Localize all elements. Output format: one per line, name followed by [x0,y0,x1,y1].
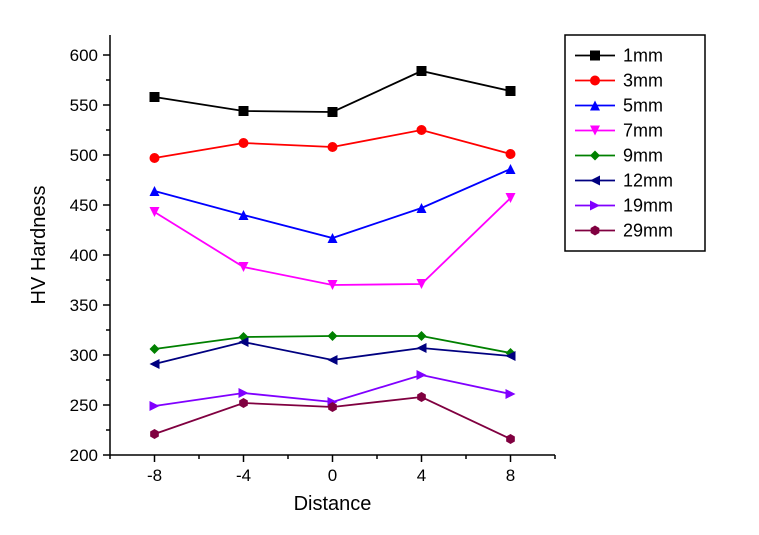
series-marker-3mm [239,138,249,148]
series-marker-9mm [417,331,427,341]
y-tick-label: 300 [70,346,98,365]
series-marker-1mm [506,86,516,96]
series-marker-19mm [506,389,516,399]
x-tick-label: -8 [147,466,162,485]
series-marker-9mm [150,344,160,354]
y-tick-label: 500 [70,146,98,165]
x-tick-label: 4 [417,466,426,485]
series-marker-12mm [417,343,427,353]
series-marker-12mm [328,355,338,365]
legend-label-29mm: 29mm [623,221,673,241]
legend-marker-3mm [590,76,600,86]
y-tick-label: 400 [70,246,98,265]
y-axis-title: HV Hardness [28,186,50,305]
x-axis-title: Distance [294,493,372,515]
hardness-chart: -8 -4 0 4 8 200 250 300 350 400 450 500 550 600 Distan… [0,0,759,535]
legend-label-9mm: 9mm [623,146,663,166]
legend-label-19mm: 19mm [623,196,673,216]
series-marker-3mm [506,149,516,159]
y-tick-label: 600 [70,46,98,65]
series-marker-29mm [239,398,248,408]
series-marker-1mm [328,107,338,117]
legend-label-7mm: 7mm [623,121,663,141]
series-marker-19mm [150,401,160,411]
series-marker-9mm [328,331,338,341]
series-marker-3mm [328,142,338,152]
y-tick-label: 450 [70,196,98,215]
series-marker-3mm [417,125,427,135]
series-marker-1mm [150,92,160,102]
series-marker-19mm [239,388,249,398]
series-marker-29mm [150,429,159,439]
series-marker-12mm [150,359,160,369]
legend-label-12mm: 12mm [623,171,673,191]
y-tick-label: 200 [70,446,98,465]
legend-label-5mm: 5mm [623,96,663,116]
legend-marker-1mm [590,51,600,61]
series-marker-5mm [150,186,160,196]
series-marker-5mm [506,164,516,174]
y-tick-label: 250 [70,396,98,415]
series-marker-29mm [506,434,515,444]
series-marker-29mm [417,392,426,402]
series-marker-5mm [417,203,427,213]
chart-svg: -8 -4 0 4 8 200 250 300 350 400 450 500 550 600 Distan… [0,0,759,535]
x-tick-label: 8 [506,466,515,485]
series-marker-3mm [150,153,160,163]
x-tick-label: -4 [236,466,251,485]
series-marker-7mm [150,207,160,217]
series-marker-19mm [417,370,427,380]
y-tick-label: 350 [70,296,98,315]
legend-box [565,35,705,251]
legend-label-3mm: 3mm [623,71,663,91]
series-marker-1mm [239,106,249,116]
series-marker-1mm [417,66,427,76]
x-tick-label: 0 [328,466,337,485]
legend-label-1mm: 1mm [623,46,663,66]
series-line-1mm [155,71,511,112]
y-tick-label: 550 [70,96,98,115]
series-line-5mm [155,169,511,238]
